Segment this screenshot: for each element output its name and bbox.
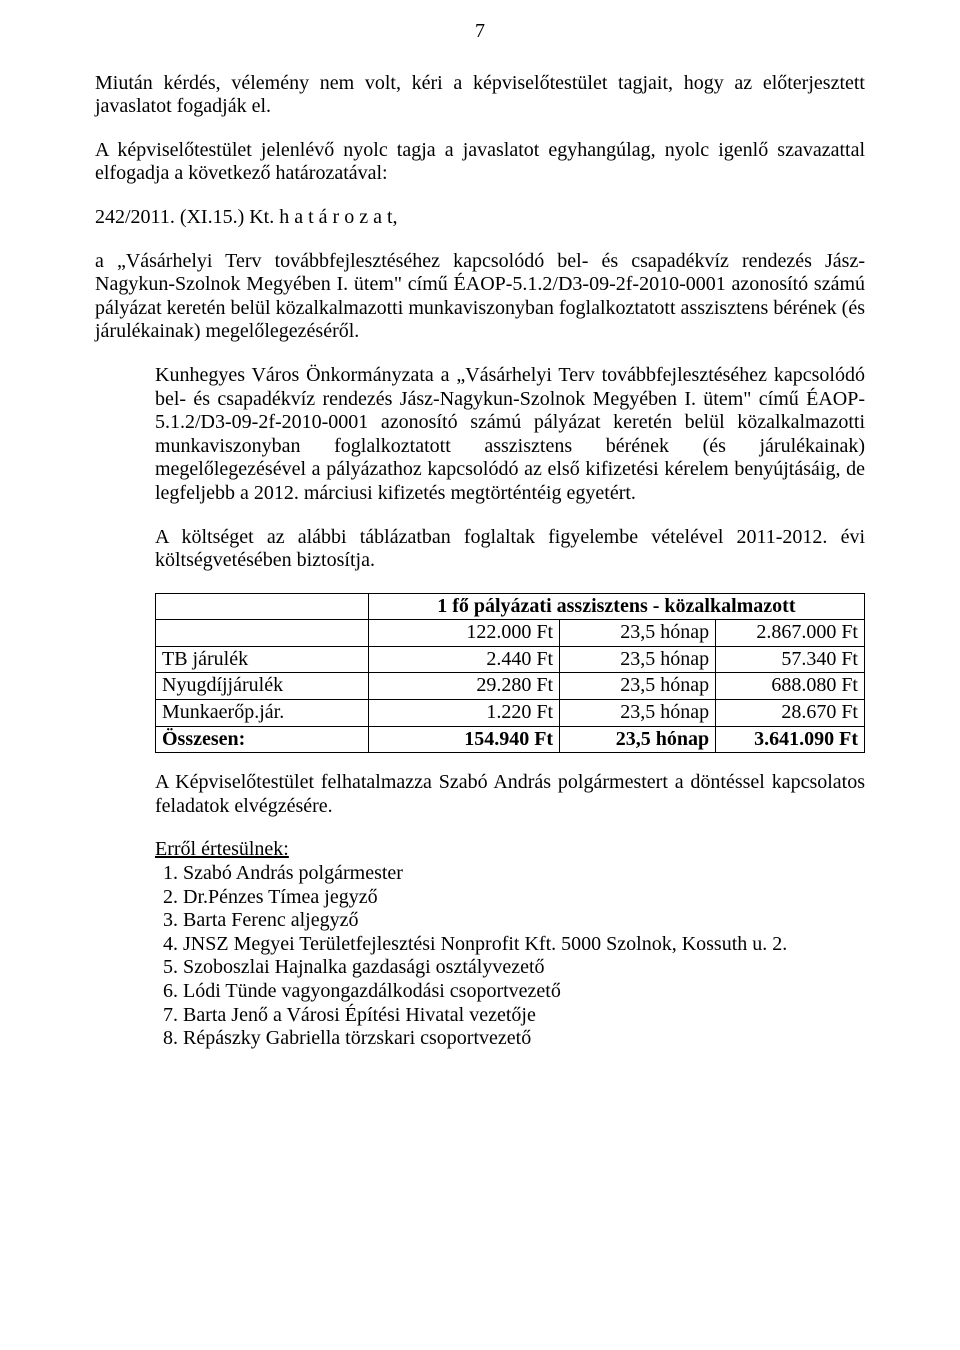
table-row: Nyugdíjjárulék 29.280 Ft 23,5 hónap 688.… (156, 673, 865, 700)
list-item: Lódi Tünde vagyongazdálkodási csoportvez… (183, 980, 865, 1004)
resolution-body-1: Kunhegyes Város Önkormányzata a „Vásárhe… (155, 364, 865, 506)
table-cell: 29.280 Ft (368, 673, 559, 700)
table-total-row: Összesen: 154.940 Ft 23,5 hónap 3.641.09… (156, 726, 865, 753)
document-page: 7 Miután kérdés, vélemény nem volt, kéri… (0, 0, 960, 1350)
table-cell: 23,5 hónap (560, 673, 716, 700)
table-row: Munkaerőp.jár. 1.220 Ft 23,5 hónap 28.67… (156, 700, 865, 727)
table-cell (156, 620, 369, 647)
list-item: Szoboszlai Hajnalka gazdasági osztályvez… (183, 956, 865, 980)
list-item: JNSZ Megyei Területfejlesztési Nonprofit… (183, 933, 865, 957)
table-cell: 23,5 hónap (560, 646, 716, 673)
table-cell: Nyugdíjjárulék (156, 673, 369, 700)
paragraph-vote: A képviselőtestület jelenlévő nyolc tagj… (95, 139, 865, 186)
costs-table: 1 fő pályázati asszisztens - közalkalmaz… (155, 593, 865, 754)
authorization-paragraph: A Képviselőtestület felhatalmazza Szabó … (155, 771, 865, 818)
notify-list: Szabó András polgármester Dr.Pénzes Tíme… (155, 862, 865, 1051)
list-item: Szabó András polgármester (183, 862, 865, 886)
paragraph-intro: Miután kérdés, vélemény nem volt, kéri a… (95, 72, 865, 119)
table-cell: 2.867.000 Ft (716, 620, 865, 647)
page-number: 7 (95, 20, 865, 44)
table-cell: 1.220 Ft (368, 700, 559, 727)
resolution-id: 242/2011. (XI.15.) Kt. h a t á r o z a t… (95, 206, 865, 230)
table-cell: 57.340 Ft (716, 646, 865, 673)
table-cell: 23,5 hónap (560, 620, 716, 647)
table-cell: 154.940 Ft (368, 726, 559, 753)
table-cell: 688.080 Ft (716, 673, 865, 700)
table-cell: 122.000 Ft (368, 620, 559, 647)
list-item: Barta Jenő a Városi Építési Hivatal veze… (183, 1004, 865, 1028)
list-item: Répászky Gabriella törzskari csoportveze… (183, 1027, 865, 1051)
table-cell: Összesen: (156, 726, 369, 753)
table-row: TB járulék 2.440 Ft 23,5 hónap 57.340 Ft (156, 646, 865, 673)
table-cell: 28.670 Ft (716, 700, 865, 727)
resolution-title: a „Vásárhelyi Terv továbbfejlesztéséhez … (95, 250, 865, 344)
notify-label: Erről értesülnek: (155, 838, 289, 860)
table-cell: 2.440 Ft (368, 646, 559, 673)
resolution-body-2: A költséget az alábbi táblázatban foglal… (155, 526, 865, 573)
table-header-row: 1 fő pályázati asszisztens - közalkalmaz… (156, 593, 865, 620)
table-header: 1 fő pályázati asszisztens - közalkalmaz… (368, 593, 864, 620)
table-cell: 23,5 hónap (560, 726, 716, 753)
table-cell: 3.641.090 Ft (716, 726, 865, 753)
table-cell: 23,5 hónap (560, 700, 716, 727)
table-cell: TB járulék (156, 646, 369, 673)
table-cell: Munkaerőp.jár. (156, 700, 369, 727)
list-item: Barta Ferenc aljegyző (183, 909, 865, 933)
table-cell (156, 593, 369, 620)
list-item: Dr.Pénzes Tímea jegyző (183, 886, 865, 910)
indented-content: Kunhegyes Város Önkormányzata a „Vásárhe… (95, 364, 865, 1051)
notification-section: Erről értesülnek: Szabó András polgármes… (155, 838, 865, 1050)
table-row: 122.000 Ft 23,5 hónap 2.867.000 Ft (156, 620, 865, 647)
